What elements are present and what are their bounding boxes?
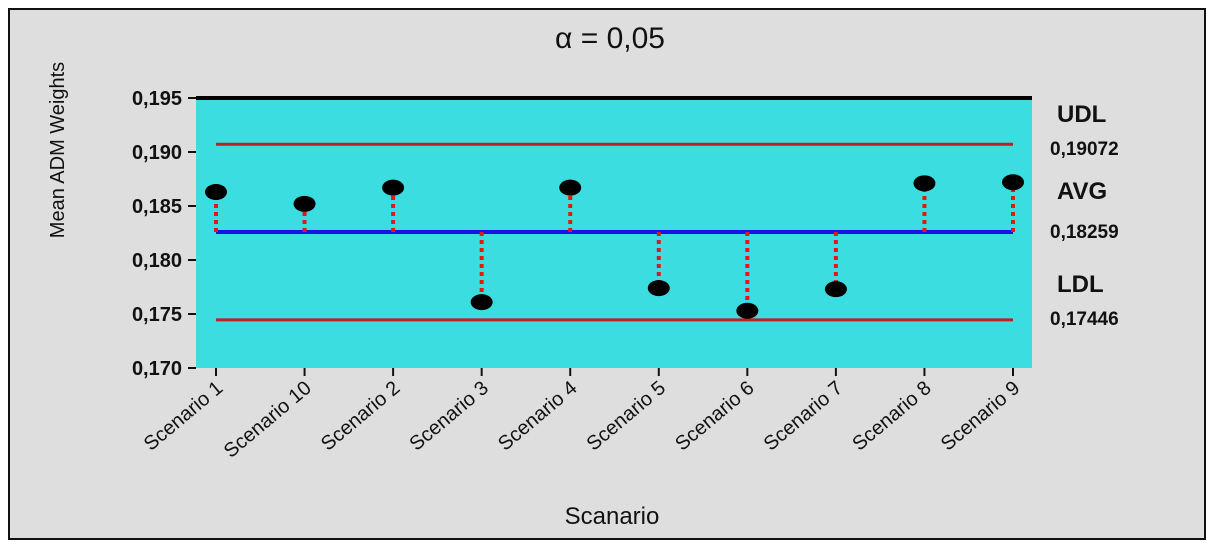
- data-point: [470, 294, 493, 311]
- x-tick-label: Scenario 9: [937, 377, 1024, 455]
- y-axis-label: Mean ADM Weights: [47, 62, 69, 238]
- y-tick-label: 0,180: [132, 250, 182, 272]
- x-tick-label: Scenario 3: [405, 377, 492, 455]
- x-tick-label: Scenario 7: [760, 377, 847, 455]
- y-tick-label: 0,195: [132, 88, 182, 110]
- x-tick-label: Scenario 4: [494, 377, 581, 455]
- data-point: [559, 179, 582, 196]
- data-point: [293, 195, 316, 212]
- x-tick-label: Scenario 6: [671, 377, 758, 455]
- x-tick-label: Scenario 5: [583, 377, 670, 455]
- udl-label: UDL: [1057, 101, 1106, 128]
- ldl-label: LDL: [1057, 271, 1104, 298]
- x-tick-label: Scenario 2: [317, 377, 404, 455]
- limit-lines: [216, 142, 1013, 322]
- data-point: [647, 280, 670, 297]
- ldl-value: 0,17446: [1050, 309, 1119, 330]
- y-tick-label: 0,170: [132, 358, 182, 380]
- y-axis: 0,195 0,190 0,185 0,180 0,175 0,170: [132, 88, 196, 380]
- y-tick-label: 0,175: [132, 304, 182, 326]
- avg-value: 0,18259: [1050, 222, 1119, 243]
- data-point: [205, 183, 227, 200]
- udl-value: 0,19072: [1050, 139, 1119, 160]
- x-tick-label: Scenario 1: [140, 377, 227, 455]
- x-tick-label: Scenario 10: [220, 377, 316, 462]
- avg-label: AVG: [1057, 178, 1107, 205]
- data-points: [205, 174, 1024, 319]
- y-tick-label: 0,185: [132, 196, 182, 218]
- data-point: [824, 281, 847, 298]
- data-point: [1002, 174, 1024, 191]
- x-axis-label: Scanario: [565, 503, 660, 530]
- x-tick-label: Scenario 8: [848, 377, 935, 455]
- chart-title: α = 0,05: [555, 22, 665, 55]
- data-point: [913, 175, 936, 192]
- y-tick-label: 0,190: [132, 142, 182, 164]
- data-point: [736, 302, 759, 319]
- data-point: [382, 179, 405, 196]
